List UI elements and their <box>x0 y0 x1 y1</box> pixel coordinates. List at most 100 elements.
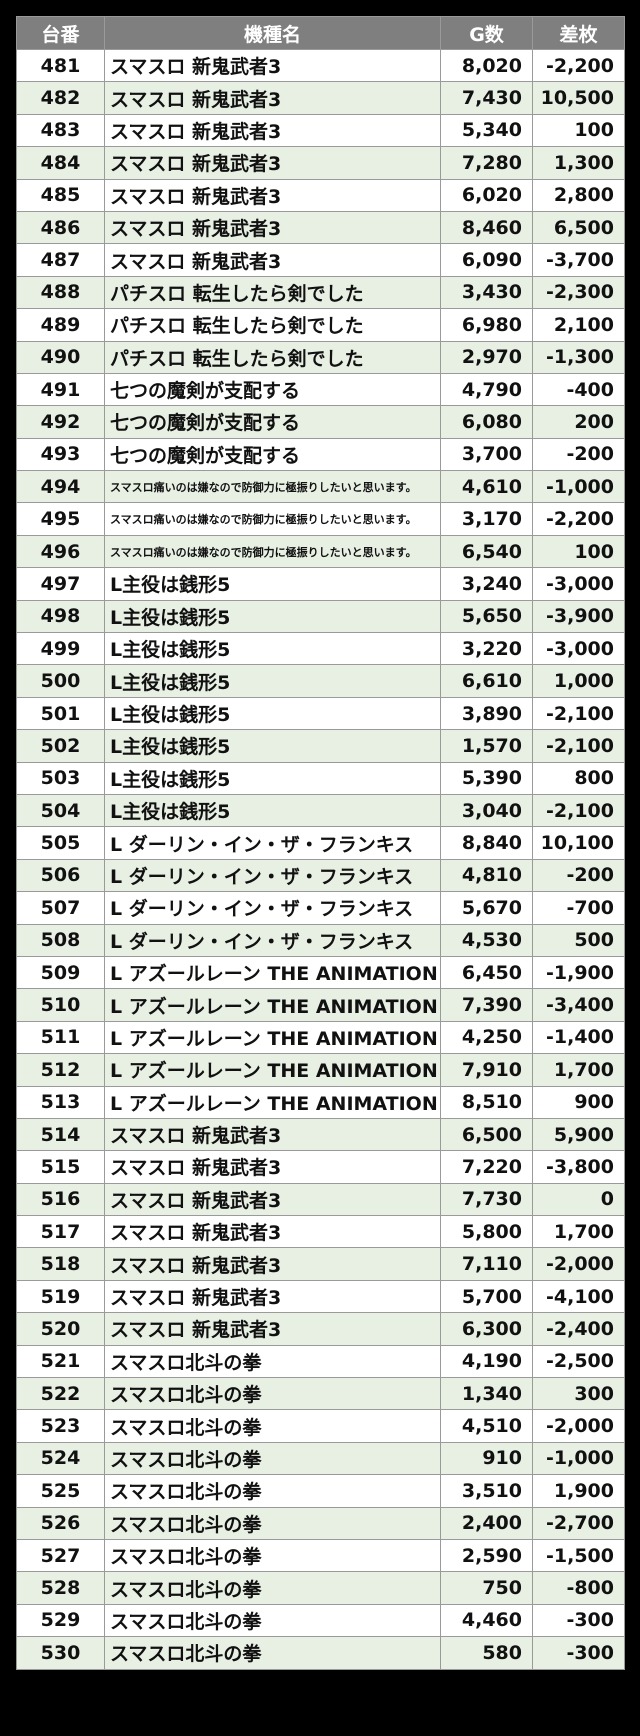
machine-name-cell: L アズールレーン THE ANIMATION <box>104 1020 441 1055</box>
machine-number-cell: 495 <box>16 502 105 536</box>
machine-number-cell: 487 <box>16 243 105 277</box>
diff-cell: -2,100 <box>532 729 625 763</box>
diff-cell: -2,100 <box>532 696 625 731</box>
diff-cell: -3,400 <box>532 988 625 1022</box>
game-count-cell: 7,910 <box>440 1053 533 1087</box>
game-count-cell: 3,510 <box>440 1474 533 1508</box>
table-row: 487 スマスロ 新鬼武者3 6,090 -3,700 <box>16 243 625 277</box>
machine-name-cell: L アズールレーン THE ANIMATION <box>104 1053 441 1087</box>
machine-number-cell: 513 <box>16 1085 105 1119</box>
diff-cell: 800 <box>532 761 625 795</box>
machine-number-cell: 485 <box>16 178 105 212</box>
table-row: 495 スマスロ痛いのは嫌なので防御力に極振りしたいと思います。 3,170 -2,2… <box>16 502 625 536</box>
machine-number-cell: 496 <box>16 534 105 569</box>
table-frame: 台番 機種名 G数 差枚 481 スマスロ 新鬼武者3 8,020 -2,200 482… <box>8 8 632 1728</box>
machine-number-cell: 482 <box>16 81 105 115</box>
machine-number-cell: 510 <box>16 988 105 1022</box>
diff-cell: 2,800 <box>532 178 625 212</box>
machine-name-cell: スマスロ北斗の拳 <box>104 1571 441 1605</box>
diff-cell: 5,900 <box>532 1117 625 1152</box>
table-row: 524 スマスロ北斗の拳 910 -1,000 <box>16 1441 625 1476</box>
game-count-cell: 3,890 <box>440 696 533 731</box>
table-row: 482 スマスロ 新鬼武者3 7,430 10,500 <box>16 81 625 115</box>
machine-number-cell: 528 <box>16 1571 105 1605</box>
machine-name-cell: スマスロ 新鬼武者3 <box>104 1182 441 1217</box>
diff-cell: 1,700 <box>532 1053 625 1087</box>
diff-cell: 300 <box>532 1377 625 1411</box>
machine-number-cell: 503 <box>16 761 105 795</box>
machine-name-cell: スマスロ北斗の拳 <box>104 1506 441 1540</box>
machine-name-cell: L ダーリン・イン・ザ・フランキス <box>104 923 441 957</box>
machine-number-cell: 521 <box>16 1344 105 1379</box>
game-count-cell: 3,170 <box>440 502 533 536</box>
machine-name-cell: スマスロ痛いのは嫌なので防御力に極振りしたいと思います。 <box>104 502 441 536</box>
game-count-cell: 5,340 <box>440 113 533 148</box>
table-row: 512 L アズールレーン THE ANIMATION 7,910 1,700 <box>16 1053 625 1087</box>
game-count-cell: 8,020 <box>440 48 533 83</box>
machine-name-cell: スマスロ北斗の拳 <box>104 1474 441 1508</box>
game-count-cell: 6,610 <box>440 664 533 698</box>
header-machine-name: 機種名 <box>104 16 441 50</box>
machine-number-cell: 500 <box>16 664 105 698</box>
machine-name-cell: スマスロ 新鬼武者3 <box>104 146 441 180</box>
table-row: 500 L主役は銭形5 6,610 1,000 <box>16 664 625 698</box>
diff-cell: -4,100 <box>532 1279 625 1314</box>
header-diff: 差枚 <box>532 16 625 50</box>
machine-number-cell: 519 <box>16 1279 105 1314</box>
machine-name-cell: スマスロ 新鬼武者3 <box>104 1150 441 1184</box>
machine-number-cell: 524 <box>16 1441 105 1476</box>
machine-name-cell: スマスロ 新鬼武者3 <box>104 1312 441 1346</box>
machine-number-cell: 509 <box>16 955 105 990</box>
diff-cell: -700 <box>532 891 625 925</box>
game-count-cell: 6,540 <box>440 534 533 569</box>
diff-cell: -3,900 <box>532 599 625 634</box>
machine-number-cell: 522 <box>16 1377 105 1411</box>
machine-number-cell: 520 <box>16 1312 105 1346</box>
machine-name-cell: L アズールレーン THE ANIMATION <box>104 955 441 990</box>
game-count-cell: 7,220 <box>440 1150 533 1184</box>
diff-cell: -200 <box>532 437 625 472</box>
table-row: 509 L アズールレーン THE ANIMATION 6,450 -1,900 <box>16 955 625 990</box>
table-row: 530 スマスロ北斗の拳 580 -300 <box>16 1636 625 1670</box>
machine-number-cell: 514 <box>16 1117 105 1152</box>
machine-name-cell: スマスロ北斗の拳 <box>104 1636 441 1670</box>
diff-cell: -2,000 <box>532 1409 625 1443</box>
game-count-cell: 4,810 <box>440 858 533 893</box>
table-row: 510 L アズールレーン THE ANIMATION 7,390 -3,400 <box>16 988 625 1022</box>
diff-cell: -1,000 <box>532 1441 625 1476</box>
machine-name-cell: L ダーリン・イン・ザ・フランキス <box>104 891 441 925</box>
game-count-cell: 6,090 <box>440 243 533 277</box>
game-count-cell: 2,590 <box>440 1538 533 1573</box>
machine-number-cell: 486 <box>16 210 105 245</box>
machine-number-cell: 511 <box>16 1020 105 1055</box>
machine-name-cell: スマスロ 新鬼武者3 <box>104 243 441 277</box>
machine-number-cell: 506 <box>16 858 105 893</box>
machine-name-cell: 七つの魔剣が支配する <box>104 372 441 407</box>
machine-number-cell: 518 <box>16 1247 105 1281</box>
table-row: 481 スマスロ 新鬼武者3 8,020 -2,200 <box>16 48 625 83</box>
table-row: 516 スマスロ 新鬼武者3 7,730 0 <box>16 1182 625 1217</box>
table-row: 522 スマスロ北斗の拳 1,340 300 <box>16 1377 625 1411</box>
table-row: 488 パチスロ 転生したら剣でした 3,430 -2,300 <box>16 275 625 310</box>
machine-name-cell: スマスロ 新鬼武者3 <box>104 1117 441 1152</box>
game-count-cell: 5,670 <box>440 891 533 925</box>
header-number: 台番 <box>16 16 105 50</box>
game-count-cell: 3,700 <box>440 437 533 472</box>
table-body: 481 スマスロ 新鬼武者3 8,020 -2,200 482 スマスロ 新鬼武者3 7,4… <box>16 48 625 1670</box>
machine-name-cell: L主役は銭形5 <box>104 729 441 763</box>
diff-cell: -1,000 <box>532 470 625 504</box>
game-count-cell: 3,220 <box>440 632 533 666</box>
diff-cell: 500 <box>532 923 625 957</box>
diff-cell: -3,000 <box>532 632 625 666</box>
table-row: 494 スマスロ痛いのは嫌なので防御力に極振りしたいと思います。 4,610 -1,0… <box>16 470 625 504</box>
machine-name-cell: スマスロ北斗の拳 <box>104 1538 441 1573</box>
game-count-cell: 910 <box>440 1441 533 1476</box>
machine-name-cell: 七つの魔剣が支配する <box>104 405 441 439</box>
game-count-cell: 4,250 <box>440 1020 533 1055</box>
game-count-cell: 5,700 <box>440 1279 533 1314</box>
diff-cell: -1,900 <box>532 955 625 990</box>
game-count-cell: 4,460 <box>440 1603 533 1638</box>
machine-number-cell: 502 <box>16 729 105 763</box>
table-row: 527 スマスロ北斗の拳 2,590 -1,500 <box>16 1538 625 1573</box>
machine-number-cell: 515 <box>16 1150 105 1184</box>
